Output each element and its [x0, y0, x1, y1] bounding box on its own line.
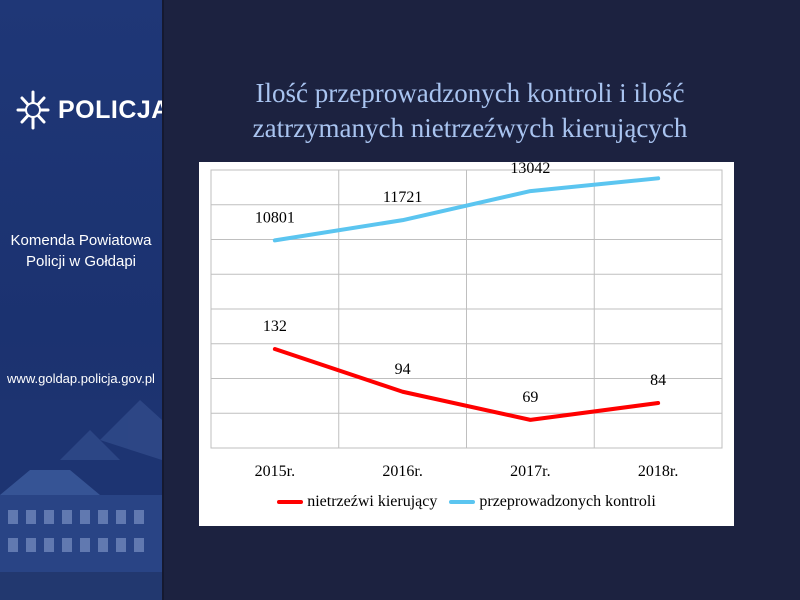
chart-legend: nietrzeźwi kierujący przeprowadzonych kon… [199, 493, 734, 511]
data-label: 132 [263, 318, 287, 335]
unit-name-line1: Komenda Powiatowa [10, 232, 152, 249]
sidebar: POLICJA Komenda Powiatowa Policji w Gołd… [0, 0, 162, 600]
x-tick-label: 2017r. [510, 463, 550, 480]
x-tick-label: 2016r. [382, 463, 422, 480]
legend-label: przeprowadzonych kontroli [479, 493, 656, 510]
data-label: 11721 [383, 189, 422, 206]
slide-title: Ilość przeprowadzonych kontroli i ilość … [190, 76, 750, 146]
legend-item: nietrzeźwi kierujący [277, 493, 437, 511]
logo-text: POLICJA [58, 95, 162, 124]
legend-swatch [277, 500, 304, 504]
series-line [272, 347, 661, 422]
unit-name-line2: Policji w Gołdapi [25, 253, 137, 270]
data-label: 94 [395, 361, 411, 378]
police-logo: POLICJA [14, 86, 162, 134]
building-photo [0, 400, 162, 600]
x-tick-label: 2018r. [638, 463, 678, 480]
website-url: www.goldap.policja.gov.pl [7, 371, 155, 386]
unit-name: Komenda Powiatowa Policji w Gołdapi [0, 230, 162, 272]
x-tick-label: 2015r. [255, 463, 295, 480]
slide-title-line1: Ilość przeprowadzonych kontroli i ilość [255, 78, 685, 108]
data-label: 13042 [510, 162, 550, 177]
data-label: 84 [650, 372, 666, 389]
series-line [272, 176, 661, 243]
legend-label: nietrzeźwi kierujący [307, 493, 438, 510]
data-label: 10801 [255, 209, 295, 226]
legend-item: przeprowadzonych kontroli [449, 493, 656, 511]
chart-panel: 132 94 69 84 10801 11721 13042 13622 2015r. 2016r… [199, 162, 734, 526]
police-star-icon [16, 90, 50, 130]
slide-title-line2: zatrzymanych nietrzeźwych kierujących [252, 113, 688, 143]
data-label: 13622 [638, 162, 678, 164]
data-label: 69 [522, 389, 538, 406]
line-chart: 132 94 69 84 10801 11721 13042 13622 2015r. 2016r… [210, 162, 723, 480]
legend-swatch [449, 500, 476, 504]
